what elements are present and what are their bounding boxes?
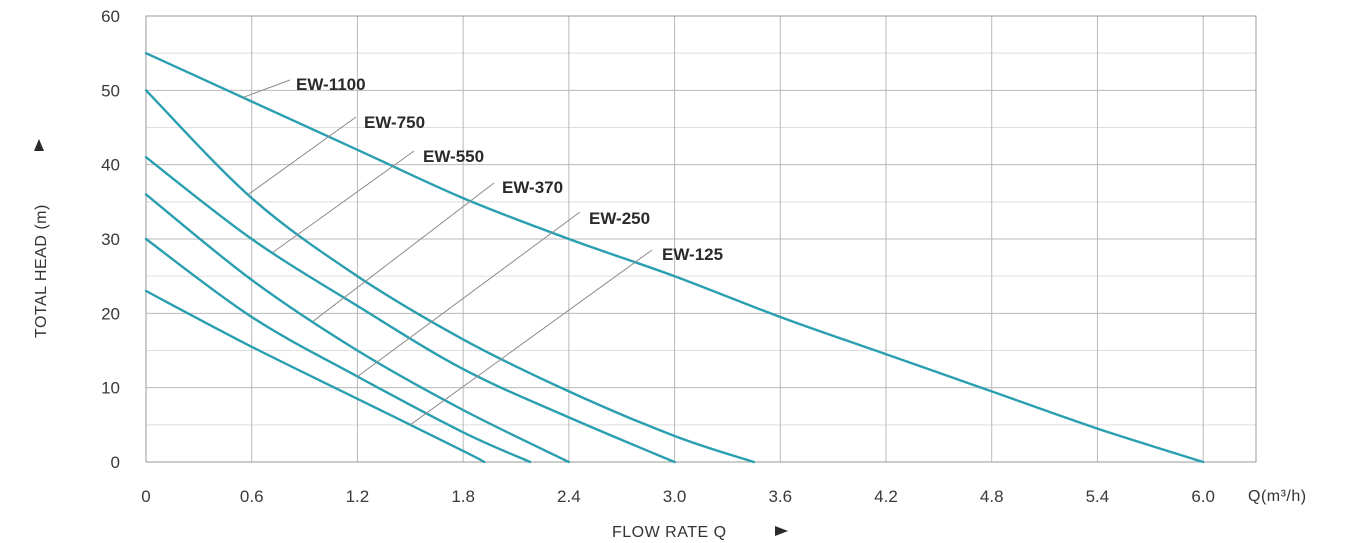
x-tick-label: 5.4 bbox=[1086, 487, 1110, 506]
series-label-ew-125: EW-125 bbox=[662, 245, 723, 264]
x-tick-label: 3.0 bbox=[663, 487, 687, 506]
x-axis-arrow-icon bbox=[775, 526, 788, 536]
x-tick-label: 1.2 bbox=[346, 487, 370, 506]
leader-line-ew-125 bbox=[409, 249, 653, 426]
x-tick-label: 6.0 bbox=[1191, 487, 1215, 506]
series-line-ew-1100 bbox=[144, 52, 1205, 464]
y-tick-label: 60 bbox=[101, 7, 120, 26]
y-axis-title: TOTAL HEAD (m) bbox=[33, 204, 50, 338]
series-line-ew-125 bbox=[144, 289, 486, 464]
x-tick-label: 0.6 bbox=[240, 487, 264, 506]
y-axis-arrow-icon bbox=[34, 139, 44, 151]
leader-line-ew-1100 bbox=[242, 79, 291, 98]
series-line-ew-750 bbox=[144, 89, 756, 464]
x-axis-ticks: 0 0.6 1.2 1.8 2.4 3.0 3.6 4.2 4.8 5.4 6.0 bbox=[141, 487, 1215, 506]
y-tick-label: 20 bbox=[101, 304, 120, 323]
series-label-ew-750: EW-750 bbox=[364, 113, 425, 132]
series-curves bbox=[144, 52, 1205, 464]
series-leader-lines bbox=[242, 79, 653, 426]
series-line-ew-250 bbox=[144, 237, 532, 464]
leader-line-ew-250 bbox=[357, 211, 581, 377]
minor-grid bbox=[146, 52, 1256, 426]
y-tick-label: 40 bbox=[101, 156, 120, 175]
series-line-ew-370 bbox=[144, 193, 571, 464]
major-grid bbox=[146, 16, 1256, 462]
y-tick-label: 30 bbox=[101, 230, 120, 249]
series-label-ew-1100: EW-1100 bbox=[296, 75, 366, 94]
series-label-ew-370: EW-370 bbox=[502, 178, 563, 197]
leader-line-ew-550 bbox=[272, 150, 415, 253]
x-tick-label: 4.8 bbox=[980, 487, 1004, 506]
y-tick-label: 50 bbox=[101, 81, 120, 100]
leader-line-ew-370 bbox=[313, 182, 495, 322]
series-line-ew-550 bbox=[144, 156, 676, 464]
y-tick-label: 10 bbox=[101, 379, 120, 398]
series-label-ew-250: EW-250 bbox=[589, 209, 650, 228]
series-label-ew-550: EW-550 bbox=[423, 147, 484, 166]
x-tick-label: 0 bbox=[141, 487, 150, 506]
x-axis-title: FLOW RATE Q bbox=[612, 524, 727, 541]
x-tick-label: 4.2 bbox=[874, 487, 898, 506]
x-tick-label: 2.4 bbox=[557, 487, 581, 506]
series-labels: EW-1100 EW-750 EW-550 EW-370 EW-250 EW-125 bbox=[296, 75, 723, 264]
x-tick-label: 1.8 bbox=[451, 487, 475, 506]
x-unit-label: Q(m³/h) bbox=[1248, 488, 1307, 505]
leader-line-ew-750 bbox=[247, 116, 357, 195]
y-tick-label: 0 bbox=[111, 453, 120, 472]
x-tick-label: 3.6 bbox=[768, 487, 792, 506]
y-axis-ticks: 0 10 20 30 40 50 60 bbox=[101, 7, 120, 472]
